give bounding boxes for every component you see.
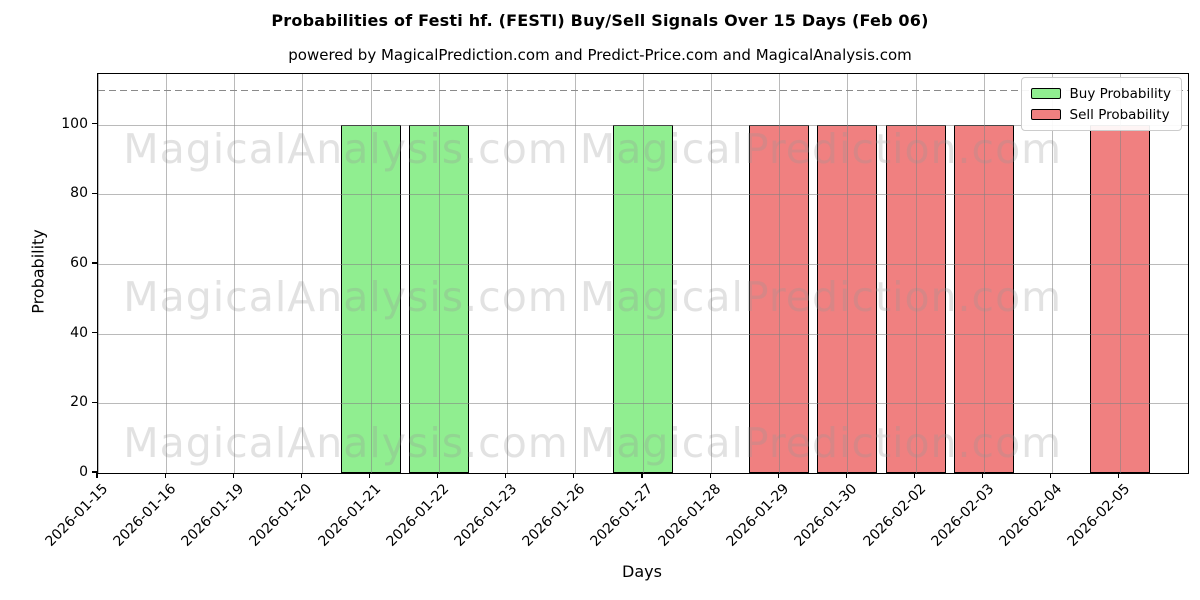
gridline-v-2026-01-30 [847, 74, 849, 473]
sell-swatch-icon [1030, 109, 1061, 120]
x-tick-mark-2026-01-22 [437, 473, 439, 479]
y-tick-label-80: 80 [70, 185, 88, 202]
x-tick-mark-2026-02-03 [982, 473, 984, 479]
buy-swatch-icon [1030, 88, 1061, 99]
y-tick-mark-80 [92, 192, 97, 195]
x-tick-mark-2026-01-28 [709, 473, 711, 479]
x-tick-mark-2026-02-02 [913, 473, 916, 479]
y-tick-label-100: 100 [61, 115, 88, 132]
gridline-v-2026-01-15 [98, 74, 99, 473]
watermark-left-row2: MagicalAnalysis.com [123, 273, 569, 321]
gridline-v-2026-02-05 [1119, 74, 1121, 473]
y-tick-mark-100 [92, 123, 97, 125]
x-tick-mark-2026-01-15 [96, 473, 98, 479]
legend-item-buy: Buy Probability [1030, 83, 1171, 104]
x-tick-mark-2026-01-30 [845, 473, 847, 479]
watermark-left-row1: MagicalAnalysis.com [123, 125, 569, 173]
legend-label-sell: Sell Probability [1069, 106, 1170, 123]
gridline-v-2026-01-20 [302, 74, 304, 473]
y-axis-title: Probability [28, 228, 48, 314]
x-tick-mark-2026-01-21 [368, 473, 371, 479]
y-tick-mark-0 [92, 471, 97, 473]
gridline-v-2026-01-21 [370, 74, 372, 473]
gridline-v-2026-01-27 [643, 74, 644, 473]
legend-item-sell: Sell Probability [1030, 104, 1171, 125]
x-tick-mark-2026-01-19 [232, 473, 234, 479]
gridline-v-2026-01-23 [506, 74, 508, 473]
y-tick-mark-60 [92, 262, 97, 264]
threshold-dashed-line [98, 90, 1188, 92]
watermark-right-row3: MagicalPrediction.com [579, 419, 1063, 467]
x-tick-mark-2026-02-05 [1118, 473, 1120, 479]
chart-title: Probabilities of Festi hf. (FESTI) Buy/S… [271, 11, 929, 30]
gridline-v-2026-01-19 [234, 74, 236, 473]
watermark-right-row2: MagicalPrediction.com [579, 273, 1063, 321]
gridline-v-2026-01-22 [438, 74, 440, 473]
watermark-right-row1: MagicalPrediction.com [579, 125, 1063, 173]
x-tick-mark-2026-01-16 [164, 473, 166, 479]
gridline-v-2026-01-16 [166, 74, 168, 473]
x-axis-title: Days [622, 562, 662, 581]
x-tick-mark-2026-01-27 [641, 473, 643, 479]
watermark-left-row3: MagicalAnalysis.com [123, 419, 569, 467]
y-tick-label-60: 60 [70, 255, 88, 272]
legend: Buy Probability Sell Probability [1020, 77, 1182, 131]
y-tick-label-40: 40 [70, 324, 88, 341]
x-tick-mark-2026-01-29 [777, 473, 779, 479]
y-tick-label-0: 0 [79, 464, 88, 480]
gridline-v-2026-02-03 [983, 74, 985, 473]
x-tick-mark-2026-01-20 [300, 473, 302, 479]
x-tick-mark-2026-01-23 [505, 473, 507, 479]
y-tick-mark-40 [92, 332, 97, 334]
gridline-v-2026-02-02 [915, 74, 917, 473]
gridline-v-2026-02-04 [1051, 74, 1053, 473]
legend-label-buy: Buy Probability [1069, 85, 1171, 102]
gridline-v-2026-01-29 [779, 74, 781, 473]
x-tick-mark-2026-02-04 [1050, 473, 1052, 479]
gridline-v-2026-01-26 [574, 74, 576, 473]
plot-area: MagicalAnalysis.com MagicalPrediction.com… [97, 73, 1189, 474]
gridline-v-2026-01-28 [711, 74, 713, 473]
y-tick-label-20: 20 [70, 394, 88, 411]
x-tick-mark-2026-01-26 [573, 473, 575, 479]
chart-subtitle: powered by MagicalPrediction.com and Pre… [288, 46, 912, 64]
y-tick-mark-20 [92, 401, 97, 403]
